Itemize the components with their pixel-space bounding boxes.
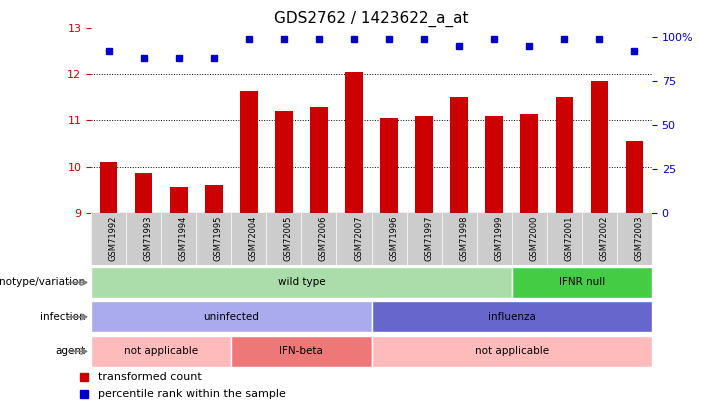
FancyBboxPatch shape [91,301,372,333]
Text: infection: infection [40,312,86,322]
Bar [336,213,372,265]
Text: not applicable: not applicable [124,346,198,356]
Bar [161,213,196,265]
Text: genotype/variation: genotype/variation [0,277,86,288]
Text: GSM72007: GSM72007 [354,215,363,261]
Text: GSM71997: GSM71997 [424,215,433,261]
Bar [301,213,336,265]
Bar [547,213,582,265]
Bar [477,213,512,265]
Text: transformed count: transformed count [98,372,202,382]
Text: GSM71996: GSM71996 [389,215,398,261]
Bar [617,213,652,265]
Bar [582,213,617,265]
Bar [231,213,266,265]
FancyBboxPatch shape [91,336,231,367]
Bar [442,213,477,265]
Bar [416,116,433,213]
Bar [407,213,442,265]
FancyBboxPatch shape [231,336,372,367]
Text: GSM72000: GSM72000 [529,215,538,261]
Text: GSM72006: GSM72006 [319,215,328,261]
Bar [170,187,188,213]
Title: GDS2762 / 1423622_a_at: GDS2762 / 1423622_a_at [274,11,469,27]
Bar [591,81,608,213]
Bar [486,116,503,213]
Text: GSM72004: GSM72004 [249,215,258,261]
Text: GSM72001: GSM72001 [564,215,573,261]
Text: percentile rank within the sample: percentile rank within the sample [98,390,286,399]
Text: GSM71994: GSM71994 [179,215,188,261]
FancyBboxPatch shape [372,336,652,367]
Bar [626,141,644,213]
Bar [126,213,161,265]
Text: not applicable: not applicable [475,346,549,356]
Text: GSM71993: GSM71993 [144,215,153,261]
Text: GSM72005: GSM72005 [284,215,293,261]
Text: GSM72003: GSM72003 [634,215,644,261]
Text: uninfected: uninfected [203,312,259,322]
Text: GSM72002: GSM72002 [599,215,608,261]
Text: GSM71992: GSM71992 [109,215,118,261]
FancyBboxPatch shape [512,267,652,298]
Bar [275,111,293,213]
Text: IFN-beta: IFN-beta [280,346,323,356]
Bar [311,107,328,213]
Text: agent: agent [55,346,86,356]
Bar [372,213,407,265]
Bar [91,213,126,265]
Bar [266,213,301,265]
Bar [521,113,538,213]
Bar [205,185,223,213]
Bar [196,213,231,265]
Bar [381,118,398,213]
Bar [240,91,258,213]
Text: influenza: influenza [488,312,536,322]
Text: GSM71999: GSM71999 [494,215,503,261]
FancyBboxPatch shape [91,267,512,298]
Text: IFNR null: IFNR null [559,277,605,288]
Bar [451,98,468,213]
Bar [100,162,118,213]
Bar [512,213,547,265]
Bar [556,98,573,213]
Text: wild type: wild type [278,277,325,288]
Text: GSM71995: GSM71995 [214,215,223,261]
Bar [346,72,363,213]
Bar [135,173,153,213]
Text: GSM71998: GSM71998 [459,215,468,261]
FancyBboxPatch shape [372,301,652,333]
